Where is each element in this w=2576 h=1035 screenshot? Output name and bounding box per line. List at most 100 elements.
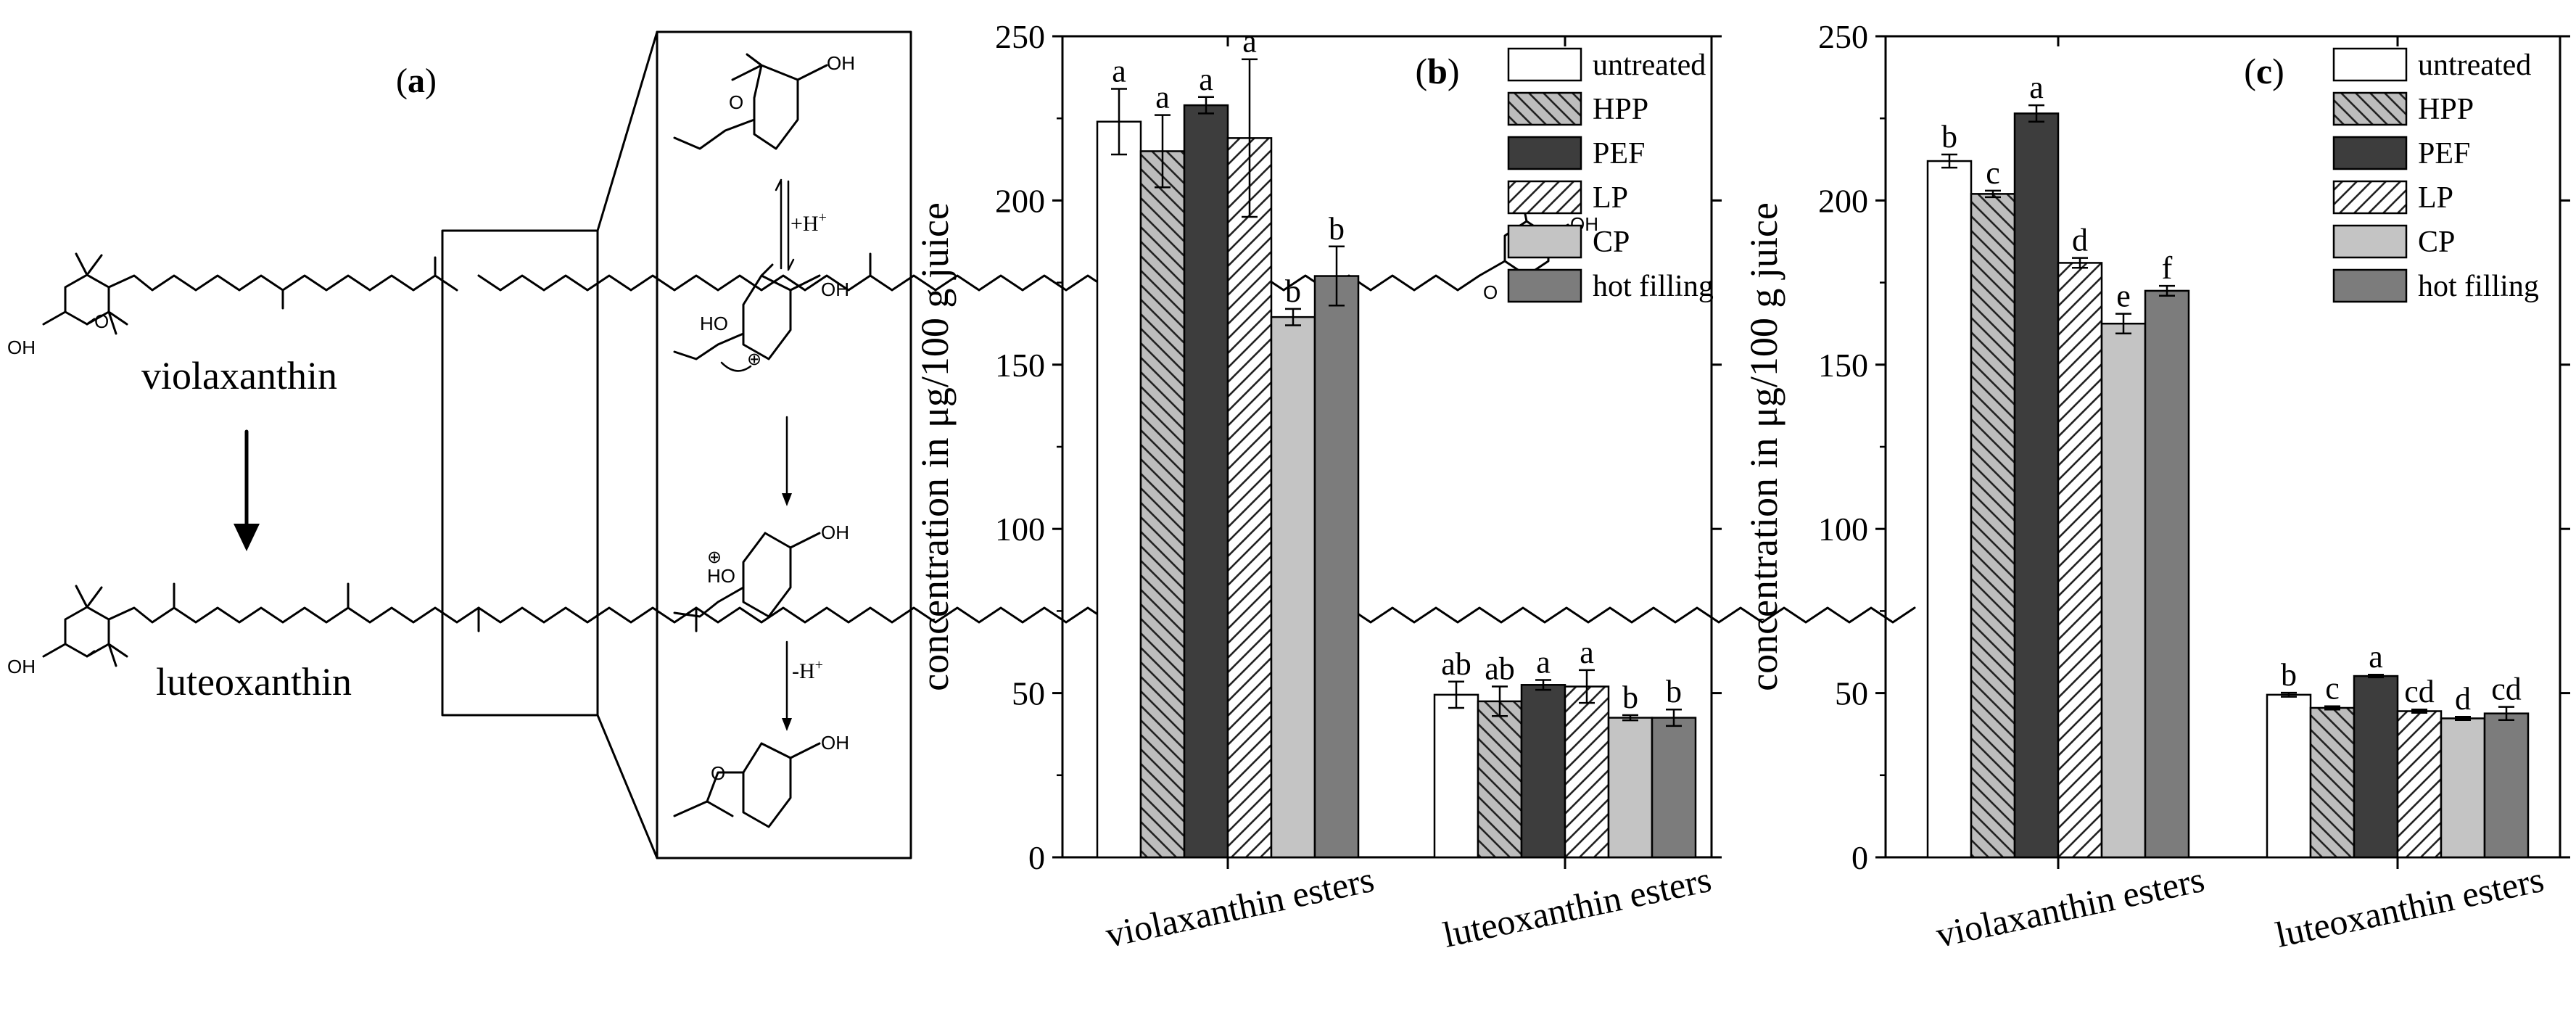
atom-ho-label: HO — [707, 565, 735, 587]
bar — [2483, 712, 2530, 859]
significance-letter: a — [2369, 639, 2383, 675]
atom-oh-label: OH — [821, 521, 849, 543]
legend-entry-label: PEF — [2418, 137, 2470, 170]
significance-letter: c — [1986, 155, 2000, 191]
y-tick-label: 100 — [1818, 511, 1868, 548]
panel-label: (b) — [1415, 51, 1459, 91]
legend-swatch — [1507, 136, 1582, 170]
bar — [1520, 684, 1566, 859]
atom-o-label: O — [1483, 281, 1498, 303]
significance-letter: e — [2116, 279, 2131, 314]
bar — [1926, 160, 1973, 859]
panel-label-letter: c — [2256, 51, 2272, 91]
significance-letter: cd — [2404, 674, 2435, 709]
y-tick-label: 100 — [995, 511, 1045, 548]
zoom-connector-top — [596, 30, 659, 232]
legend-swatch — [1507, 180, 1582, 215]
atom-oh-label: OH — [821, 732, 849, 754]
legend-entry-label: CP — [2418, 226, 2455, 259]
bar — [1433, 693, 1479, 859]
y-tick-label: 0 — [1028, 839, 1045, 876]
atom-o-label: O — [94, 310, 109, 332]
legend-entry-label: untreated — [2418, 49, 2531, 82]
chart-panel-b: 0 50 100 150 200 250 concentration in μg/100 g… — [913, 18, 1722, 955]
bar — [2057, 262, 2103, 859]
bar — [1183, 104, 1229, 859]
compound-name-luteoxanthin: luteoxanthin — [156, 660, 352, 704]
significance-letter: a — [1242, 24, 1257, 59]
significance-letter: a — [1536, 644, 1551, 680]
y-tick-label: 150 — [995, 347, 1045, 384]
significance-letter: cd — [2491, 672, 2522, 707]
legend-entry-label: HPP — [2418, 93, 2474, 126]
category-label: violaxanthin esters — [1933, 859, 2208, 955]
legend-swatch — [1507, 224, 1582, 259]
bar — [2309, 706, 2356, 859]
bar — [1270, 316, 1316, 859]
panel-label: (c) — [2244, 51, 2284, 91]
bar — [1139, 150, 1186, 859]
bar — [2266, 693, 2312, 859]
mechanism-structures — [673, 53, 828, 828]
panel-label-letter: b — [1427, 51, 1448, 91]
panel-a-label: (a) — [396, 62, 437, 100]
atom-o-label: O — [729, 91, 743, 113]
legend-swatch — [1507, 47, 1582, 82]
atom-ho-label: HO — [700, 313, 728, 334]
legend-entry-label: hot filling — [2418, 270, 2539, 303]
panel-label-paren: ) — [1448, 51, 1460, 91]
cation-charge-icon: ⊕ — [747, 350, 761, 369]
legend-entry-label: untreated — [1593, 49, 1706, 82]
end-group-highlight-box — [441, 229, 599, 717]
y-tick-label: 50 — [1835, 675, 1868, 712]
bar — [1313, 275, 1360, 859]
chart-panel-c: 0 50 100 150 200 250 concentration in μg/100 g… — [1742, 18, 2570, 955]
significance-letter: a — [2029, 70, 2044, 105]
significance-letter: a — [1580, 635, 1594, 670]
bar — [2353, 675, 2399, 859]
legend-entry-label: CP — [1593, 226, 1630, 259]
equilibrium-arrow-icon — [775, 178, 795, 271]
legend-swatch — [2332, 136, 2408, 170]
significance-letter: ab — [1441, 646, 1471, 682]
category-label: luteoxanthin esters — [2272, 859, 2548, 955]
bar — [2396, 710, 2443, 859]
bar — [1096, 120, 1142, 859]
bar — [1970, 193, 2016, 859]
y-axis-title: concentration in μg/100 g juice — [913, 202, 957, 691]
y-tick-label: 0 — [1852, 839, 1868, 876]
bar — [2144, 289, 2190, 859]
luteoxanthin-structure — [42, 582, 1916, 667]
bar — [2100, 322, 2147, 859]
atom-o-label: O — [711, 762, 725, 784]
panel-label-paren: ) — [2272, 51, 2284, 91]
legend-swatch — [2332, 224, 2408, 259]
zoom-connector-bottom — [596, 714, 659, 859]
significance-letter: f — [2162, 250, 2173, 286]
legend-swatch — [2332, 47, 2408, 82]
significance-letter: d — [2072, 223, 2088, 258]
category-label: luteoxanthin esters — [1440, 859, 1715, 955]
significance-letter: ab — [1485, 651, 1515, 687]
legend-entry-label: hot filling — [1593, 270, 1714, 303]
bar — [2440, 717, 2486, 859]
atom-oh-label: OH — [7, 337, 36, 358]
significance-letter: b — [1329, 211, 1345, 247]
mechanism-box — [656, 30, 912, 859]
y-tick-label: 200 — [1818, 182, 1868, 219]
legend-swatch — [2332, 91, 2408, 126]
significance-letter: b — [1285, 273, 1301, 309]
atom-oh-label: OH — [821, 279, 849, 300]
significance-letter: a — [1155, 80, 1170, 115]
mechanism-step-protonation: +H+ — [790, 210, 827, 236]
significance-letter: d — [2455, 681, 2471, 717]
significance-letter: b — [1941, 119, 1957, 154]
bar — [1477, 700, 1523, 859]
bar — [2013, 112, 2060, 859]
y-tick-label: 250 — [1818, 18, 1868, 55]
significance-letter: a — [1112, 53, 1126, 88]
mechanism-step-deprotonation: -H+ — [792, 657, 823, 683]
y-tick-label: 50 — [1012, 675, 1045, 712]
atom-oh-label: OH — [827, 52, 855, 74]
